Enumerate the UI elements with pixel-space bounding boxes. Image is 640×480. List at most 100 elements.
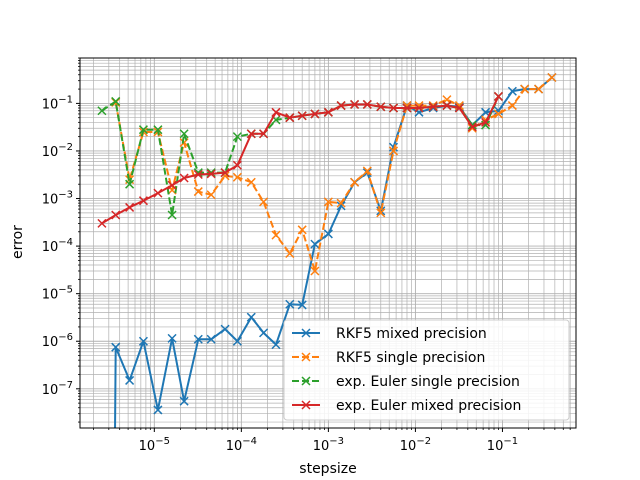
data-point-marker (220, 324, 230, 334)
data-point-marker (167, 333, 177, 343)
data-point-marker (362, 166, 372, 176)
legend-entry: RKF5 single precision (292, 350, 485, 366)
data-point-marker (297, 225, 307, 235)
legend-entry: exp. Euler single precision (292, 374, 520, 390)
data-point-marker (388, 142, 399, 152)
data-point-marker (206, 190, 216, 200)
data-point-marker (138, 196, 148, 206)
legend-label: RKF5 mixed precision (336, 326, 487, 342)
data-point-marker (507, 101, 517, 111)
legend-swatch-marker (301, 328, 311, 338)
data-point-marker (167, 210, 177, 220)
data-point-marker (285, 248, 295, 258)
y-tick-label: 10−1 (42, 94, 73, 112)
data-point-marker (376, 208, 386, 218)
data-point-marker (493, 109, 503, 119)
data-point-marker (220, 168, 230, 178)
data-point-marker (388, 146, 399, 156)
y-axis-title: error (10, 225, 26, 259)
data-point-marker (153, 125, 163, 135)
data-point-marker (125, 179, 135, 189)
data-point-marker (336, 101, 346, 111)
x-tick-label: 10−2 (400, 436, 431, 454)
data-point-marker (285, 299, 295, 309)
data-point-marker (193, 187, 203, 197)
data-point-marker (388, 103, 399, 113)
y-tick-label: 10−3 (42, 190, 73, 208)
legend-entry: RKF5 mixed precision (292, 326, 487, 342)
data-point-marker (97, 106, 107, 116)
data-point-marker (179, 129, 189, 139)
data-point-marker (402, 103, 412, 113)
data-point-marker (111, 210, 121, 220)
data-point-marker (310, 266, 320, 276)
data-point-marker (481, 117, 491, 127)
data-point-marker (206, 168, 216, 178)
data-point-marker (310, 239, 320, 249)
data-point-marker (138, 125, 148, 135)
legend-label: exp. Euler single precision (336, 374, 520, 390)
data-point-marker (193, 169, 203, 180)
data-point-marker (442, 101, 452, 111)
data-point-marker (179, 396, 189, 406)
data-point-marker (493, 91, 503, 101)
data-point-marker (467, 122, 477, 132)
data-point-marker (376, 102, 386, 112)
legend-label: exp. Euler mixed precision (336, 398, 521, 414)
data-point-marker (246, 312, 256, 322)
data-point-marker (520, 84, 530, 94)
series-layer (97, 72, 557, 428)
data-point-marker (271, 107, 281, 117)
data-point-marker (285, 113, 295, 123)
data-point-marker (232, 132, 242, 142)
data-point-marker (138, 336, 148, 346)
data-point-marker (206, 169, 216, 179)
y-tick-label: 10−6 (42, 332, 73, 350)
x-tick-label: 10−4 (226, 436, 257, 454)
series-4 (97, 91, 503, 228)
data-point-marker (125, 375, 135, 385)
data-point-marker (534, 84, 544, 94)
data-point-marker (232, 336, 242, 346)
data-point-marker (310, 109, 320, 119)
data-point-marker (259, 197, 269, 207)
data-point-marker (246, 129, 256, 139)
data-point-marker (111, 342, 121, 352)
data-point-marker (454, 103, 464, 113)
legend: RKF5 mixed precision RKF5 single precisio… (283, 319, 570, 421)
data-point-marker (323, 197, 333, 207)
data-point-marker (428, 101, 438, 111)
legend-swatch-marker (301, 352, 311, 362)
x-tick-label: 10−1 (487, 436, 518, 454)
data-point-marker (362, 99, 372, 109)
legend-label: RKF5 single precision (336, 350, 485, 366)
data-point-marker (547, 72, 557, 83)
data-point-marker (336, 198, 346, 208)
data-point-marker (323, 107, 333, 117)
data-point-marker (206, 334, 216, 344)
y-tick-label: 10−2 (42, 142, 73, 160)
data-point-marker (246, 177, 256, 187)
data-point-marker (232, 172, 242, 182)
data-point-marker (97, 218, 107, 228)
data-point-marker (153, 188, 163, 198)
data-point-marker (271, 340, 281, 350)
legend-swatch-marker (301, 400, 311, 410)
data-point-marker (193, 334, 203, 344)
y-tick-label: 10−4 (42, 237, 73, 255)
data-point-marker (414, 103, 424, 113)
y-tick-label: 10−5 (42, 285, 73, 303)
data-point-marker (428, 102, 438, 112)
data-point-marker (350, 99, 360, 109)
legend-swatch-marker (301, 376, 311, 386)
data-point-marker (297, 111, 307, 121)
y-tick-label: 10−7 (42, 380, 73, 398)
axes: 10−5 10−4 10−3 10−2 10−1 10−7 10−6 10−5 10−4 10−3… (42, 57, 577, 454)
data-point-marker (259, 129, 269, 139)
data-point-marker (179, 173, 189, 183)
x-tick-label: 10−3 (313, 436, 344, 454)
data-point-marker (297, 300, 307, 310)
data-point-marker (507, 86, 517, 96)
legend-entry: exp. Euler mixed precision (292, 398, 521, 414)
